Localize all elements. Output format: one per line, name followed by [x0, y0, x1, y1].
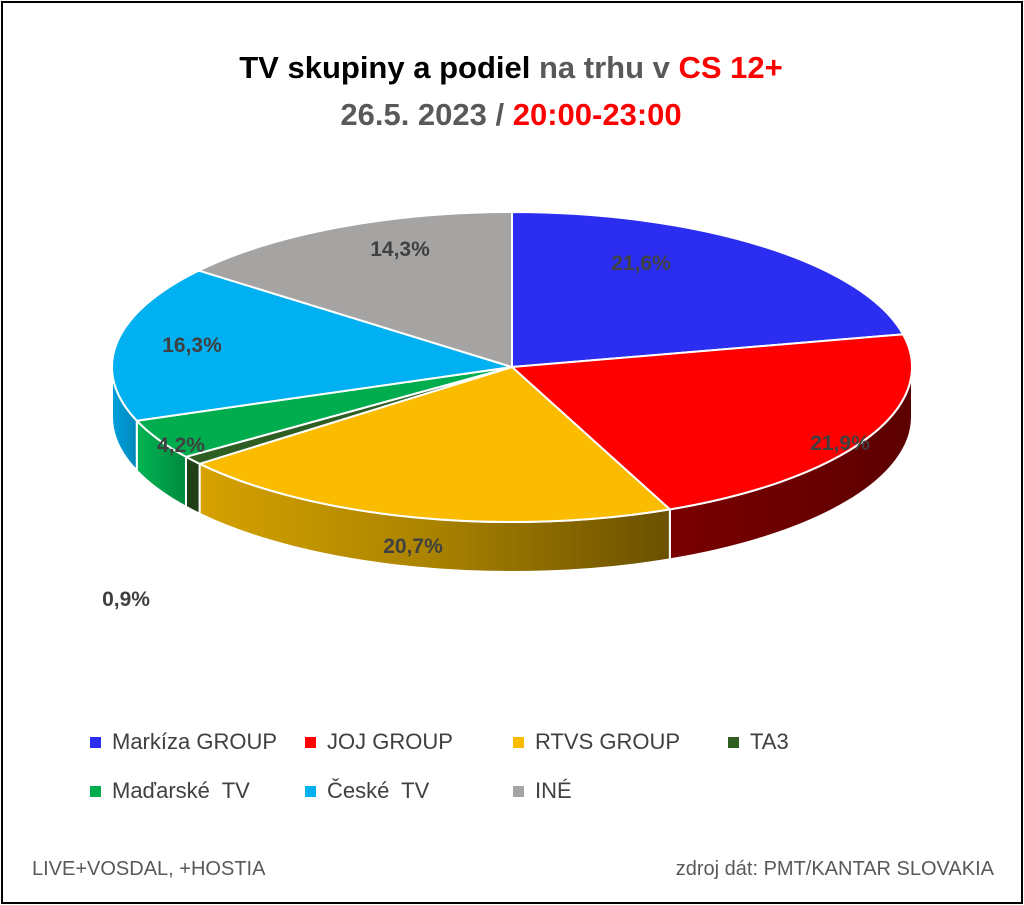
- legend-item-ceske: České TV: [305, 778, 429, 804]
- data-label-ta3: 0,9%: [102, 588, 150, 611]
- data-label-marki-za-group: 21,6%: [611, 252, 671, 275]
- subtitle-part-2: 20:00-23:00: [512, 97, 682, 132]
- pie-slice-rtvs-group: [198, 366, 671, 523]
- legend-label: Maďarské TV: [112, 778, 250, 803]
- footer-source: zdroj dát: PMT/KANTAR SLOVAKIA: [675, 858, 994, 880]
- pie-slice-c-eske-tv: [111, 269, 513, 422]
- title-part-2: na trhu v: [538, 50, 679, 85]
- legend-swatch: [305, 786, 316, 797]
- data-label-joj-group: 21,9%: [810, 432, 870, 455]
- legend-item-ine: INÉ: [513, 778, 572, 804]
- legend-swatch: [305, 737, 316, 748]
- data-label-mad-arske-tv: 4,2%: [157, 434, 205, 457]
- legend-label: České TV: [327, 778, 430, 803]
- pie-side-ta3: [184, 455, 201, 516]
- pie-slice-marki-za-group: [511, 211, 905, 368]
- legend-swatch: [513, 737, 524, 748]
- pie-slice-joj-group: [511, 333, 913, 511]
- legend-swatch: [90, 786, 101, 797]
- title-part-1: TV skupiny a podiel: [239, 50, 539, 85]
- legend-item-madarske: Maďarské TV: [90, 778, 250, 804]
- legend-item-markiza: Markíza GROUP: [90, 729, 277, 755]
- legend-label: RTVS GROUP: [535, 729, 681, 754]
- legend-label: JOJ GROUP: [327, 729, 453, 754]
- data-label-rtvs-group: 20,7%: [383, 535, 443, 558]
- chart-subtitle: 26.5. 2023 / 20:00-23:00: [0, 97, 1022, 133]
- subtitle-part-1: 26.5. 2023 /: [340, 97, 513, 132]
- legend-swatch: [513, 786, 524, 797]
- legend-label: Markíza GROUP: [112, 729, 278, 754]
- footer-note: LIVE+VOSDAL, +HOSTIA: [32, 858, 266, 880]
- legend-item-joj: JOJ GROUP: [305, 729, 453, 755]
- legend-swatch: [90, 737, 101, 748]
- legend-label: TA3: [750, 729, 789, 754]
- data-label-c-eske-tv: 16,3%: [162, 334, 222, 357]
- legend-item-rtvs: RTVS GROUP: [513, 729, 680, 755]
- chart-title: TV skupiny a podiel na trhu v CS 12+: [0, 50, 1022, 86]
- legend-item-ta3: TA3: [728, 729, 789, 755]
- pie-slice-ine: [197, 211, 513, 368]
- title-part-3: CS 12+: [678, 50, 783, 85]
- data-label-ine: 14,3%: [370, 238, 430, 261]
- legend-label: INÉ: [535, 778, 572, 803]
- legend-swatch: [728, 737, 739, 748]
